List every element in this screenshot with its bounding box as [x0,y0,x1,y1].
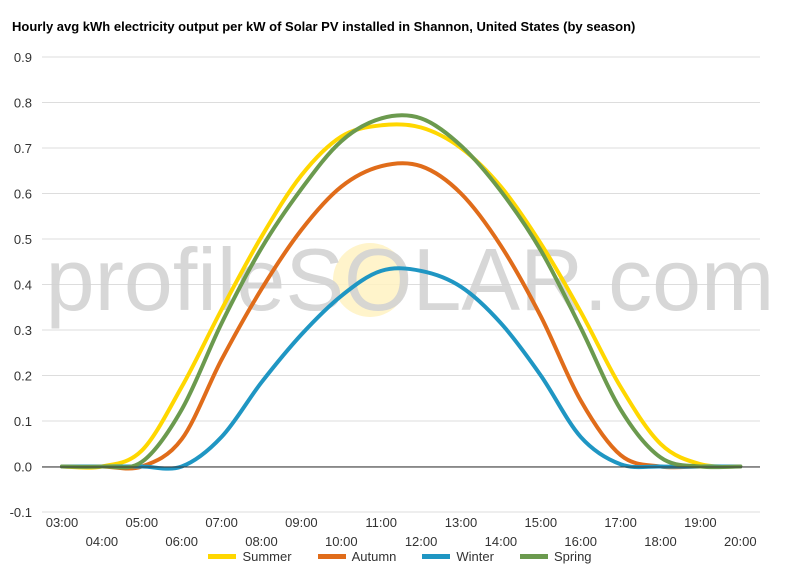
x-tick-label: 20:00 [724,534,757,549]
y-axis-tick-labels: -0.1 0.0 0.1 0.2 0.3 0.4 0.5 0.6 0.7 0.8 0.9 [10,50,32,520]
y-tick-label: -0.1 [10,505,32,520]
legend-swatch [317,554,346,559]
x-tick-label: 10:00 [325,534,358,549]
legend-swatch [519,554,548,559]
y-tick-label: 0.1 [14,414,32,429]
x-axis-tick-labels: 03:00 04:00 05:00 06:00 07:00 08:00 09:00 10:00… [46,515,757,549]
legend-label: Spring [553,549,592,564]
chart-title: Hourly avg kWh electricity output per kW… [12,19,636,34]
x-tick-label: 05:00 [126,515,159,530]
watermark-text: profileSOLAR.com [46,230,775,329]
y-tick-label: 0.6 [14,187,32,202]
x-tick-label: 09:00 [285,515,318,530]
x-tick-label: 15:00 [525,515,558,530]
series-line-autumn [60,161,743,471]
y-tick-label: 0.0 [14,460,32,475]
x-tick-label: 19:00 [684,515,717,530]
x-tick-label: 14:00 [485,534,518,549]
legend-label: Autumn [351,549,397,564]
x-tick-label: 08:00 [245,534,278,549]
series-line-spring [60,113,743,470]
watermark: profileSOLAR.com [46,230,775,329]
y-tick-label: 0.7 [14,141,32,156]
y-tick-label: 0.8 [14,96,32,111]
legend: Summer Autumn Winter Spring [0,549,800,564]
legend-label: Winter [456,549,494,564]
legend-swatch [422,554,451,559]
x-tick-label: 17:00 [604,515,637,530]
legend-swatch [208,554,237,559]
x-tick-label: 06:00 [165,534,198,549]
x-tick-label: 12:00 [405,534,438,549]
legend-label: Summer [242,549,292,564]
legend-item-winter[interactable]: Winter [422,549,494,564]
legend-item-spring[interactable]: Spring [519,549,592,564]
x-tick-label: 03:00 [46,515,79,530]
y-tick-label: 0.4 [14,278,32,293]
x-tick-label: 07:00 [205,515,238,530]
y-tick-label: 0.3 [14,323,32,338]
watermark-sun-icon [333,243,407,317]
x-tick-label: 11:00 [365,515,397,530]
x-tick-label: 16:00 [564,534,597,549]
x-tick-label: 13:00 [445,515,478,530]
series-line-summer [60,122,743,470]
x-tick-label: 04:00 [86,534,119,549]
y-tick-label: 0.2 [14,369,32,384]
legend-item-autumn[interactable]: Autumn [317,549,397,564]
y-tick-label: 0.9 [14,50,32,65]
legend-item-summer[interactable]: Summer [208,549,292,564]
x-tick-label: 18:00 [644,534,677,549]
y-tick-label: 0.5 [14,232,32,247]
